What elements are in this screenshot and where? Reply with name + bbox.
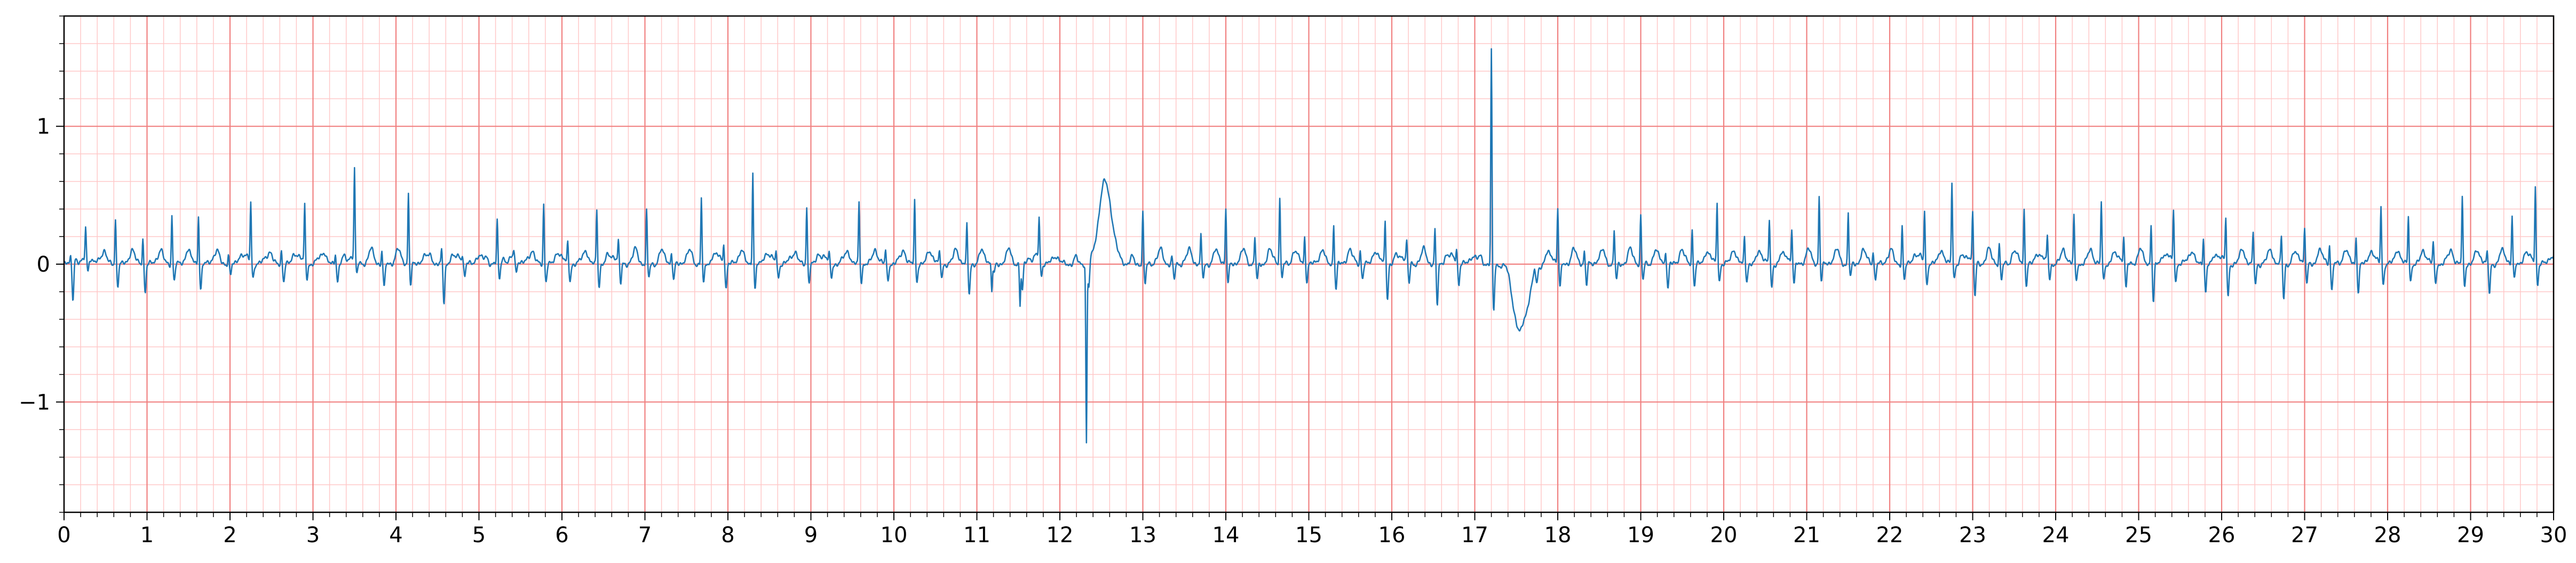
x-tick-label: 22 [1876,523,1904,548]
x-tick-label: 10 [881,523,908,548]
x-tick-label: 3 [306,523,320,548]
y-tick-label: 1 [37,115,50,139]
x-tick-label: 18 [1544,523,1572,548]
x-tick-label: 8 [721,523,734,548]
x-tick-label: 20 [1710,523,1738,548]
x-tick-label: 0 [57,523,70,548]
x-tick-label: 9 [804,523,818,548]
x-tick-label: 17 [1461,523,1488,548]
x-tick-label: 30 [2540,523,2567,548]
x-tick-label: 26 [2208,523,2236,548]
x-tick-label: 29 [2457,523,2484,548]
ecg-series-line [63,48,2555,443]
x-tick-label: 2 [223,523,236,548]
x-tick-label: 24 [2042,523,2070,548]
x-tick-label: 25 [2125,523,2152,548]
x-tick-label: 28 [2374,523,2401,548]
x-tick-label: 21 [1793,523,1820,548]
x-tick-label: 23 [1959,523,1986,548]
x-tick-label: 15 [1295,523,1322,548]
y-axis-ticks: −1 0 1 [19,15,64,513]
x-tick-label: 16 [1378,523,1406,548]
x-tick-label: 1 [140,523,154,548]
x-tick-label: 11 [963,523,990,548]
x-tick-label: 4 [389,523,402,548]
x-axis-ticks: 0 1 2 3 4 5 6 7 8 9 10 11 12 13 14 15 16 17 18 19 20 21 22 23 24… [57,512,2567,548]
y-tick-label: −1 [19,390,50,415]
x-tick-label: 7 [638,523,652,548]
x-tick-label: 13 [1129,523,1156,548]
x-tick-label: 19 [1627,523,1654,548]
x-tick-label: 6 [555,523,568,548]
x-tick-label: 27 [2291,523,2318,548]
x-tick-label: 5 [472,523,486,548]
y-tick-label: 0 [37,252,50,277]
x-tick-label: 12 [1047,523,1074,548]
x-tick-label: 14 [1212,523,1240,548]
